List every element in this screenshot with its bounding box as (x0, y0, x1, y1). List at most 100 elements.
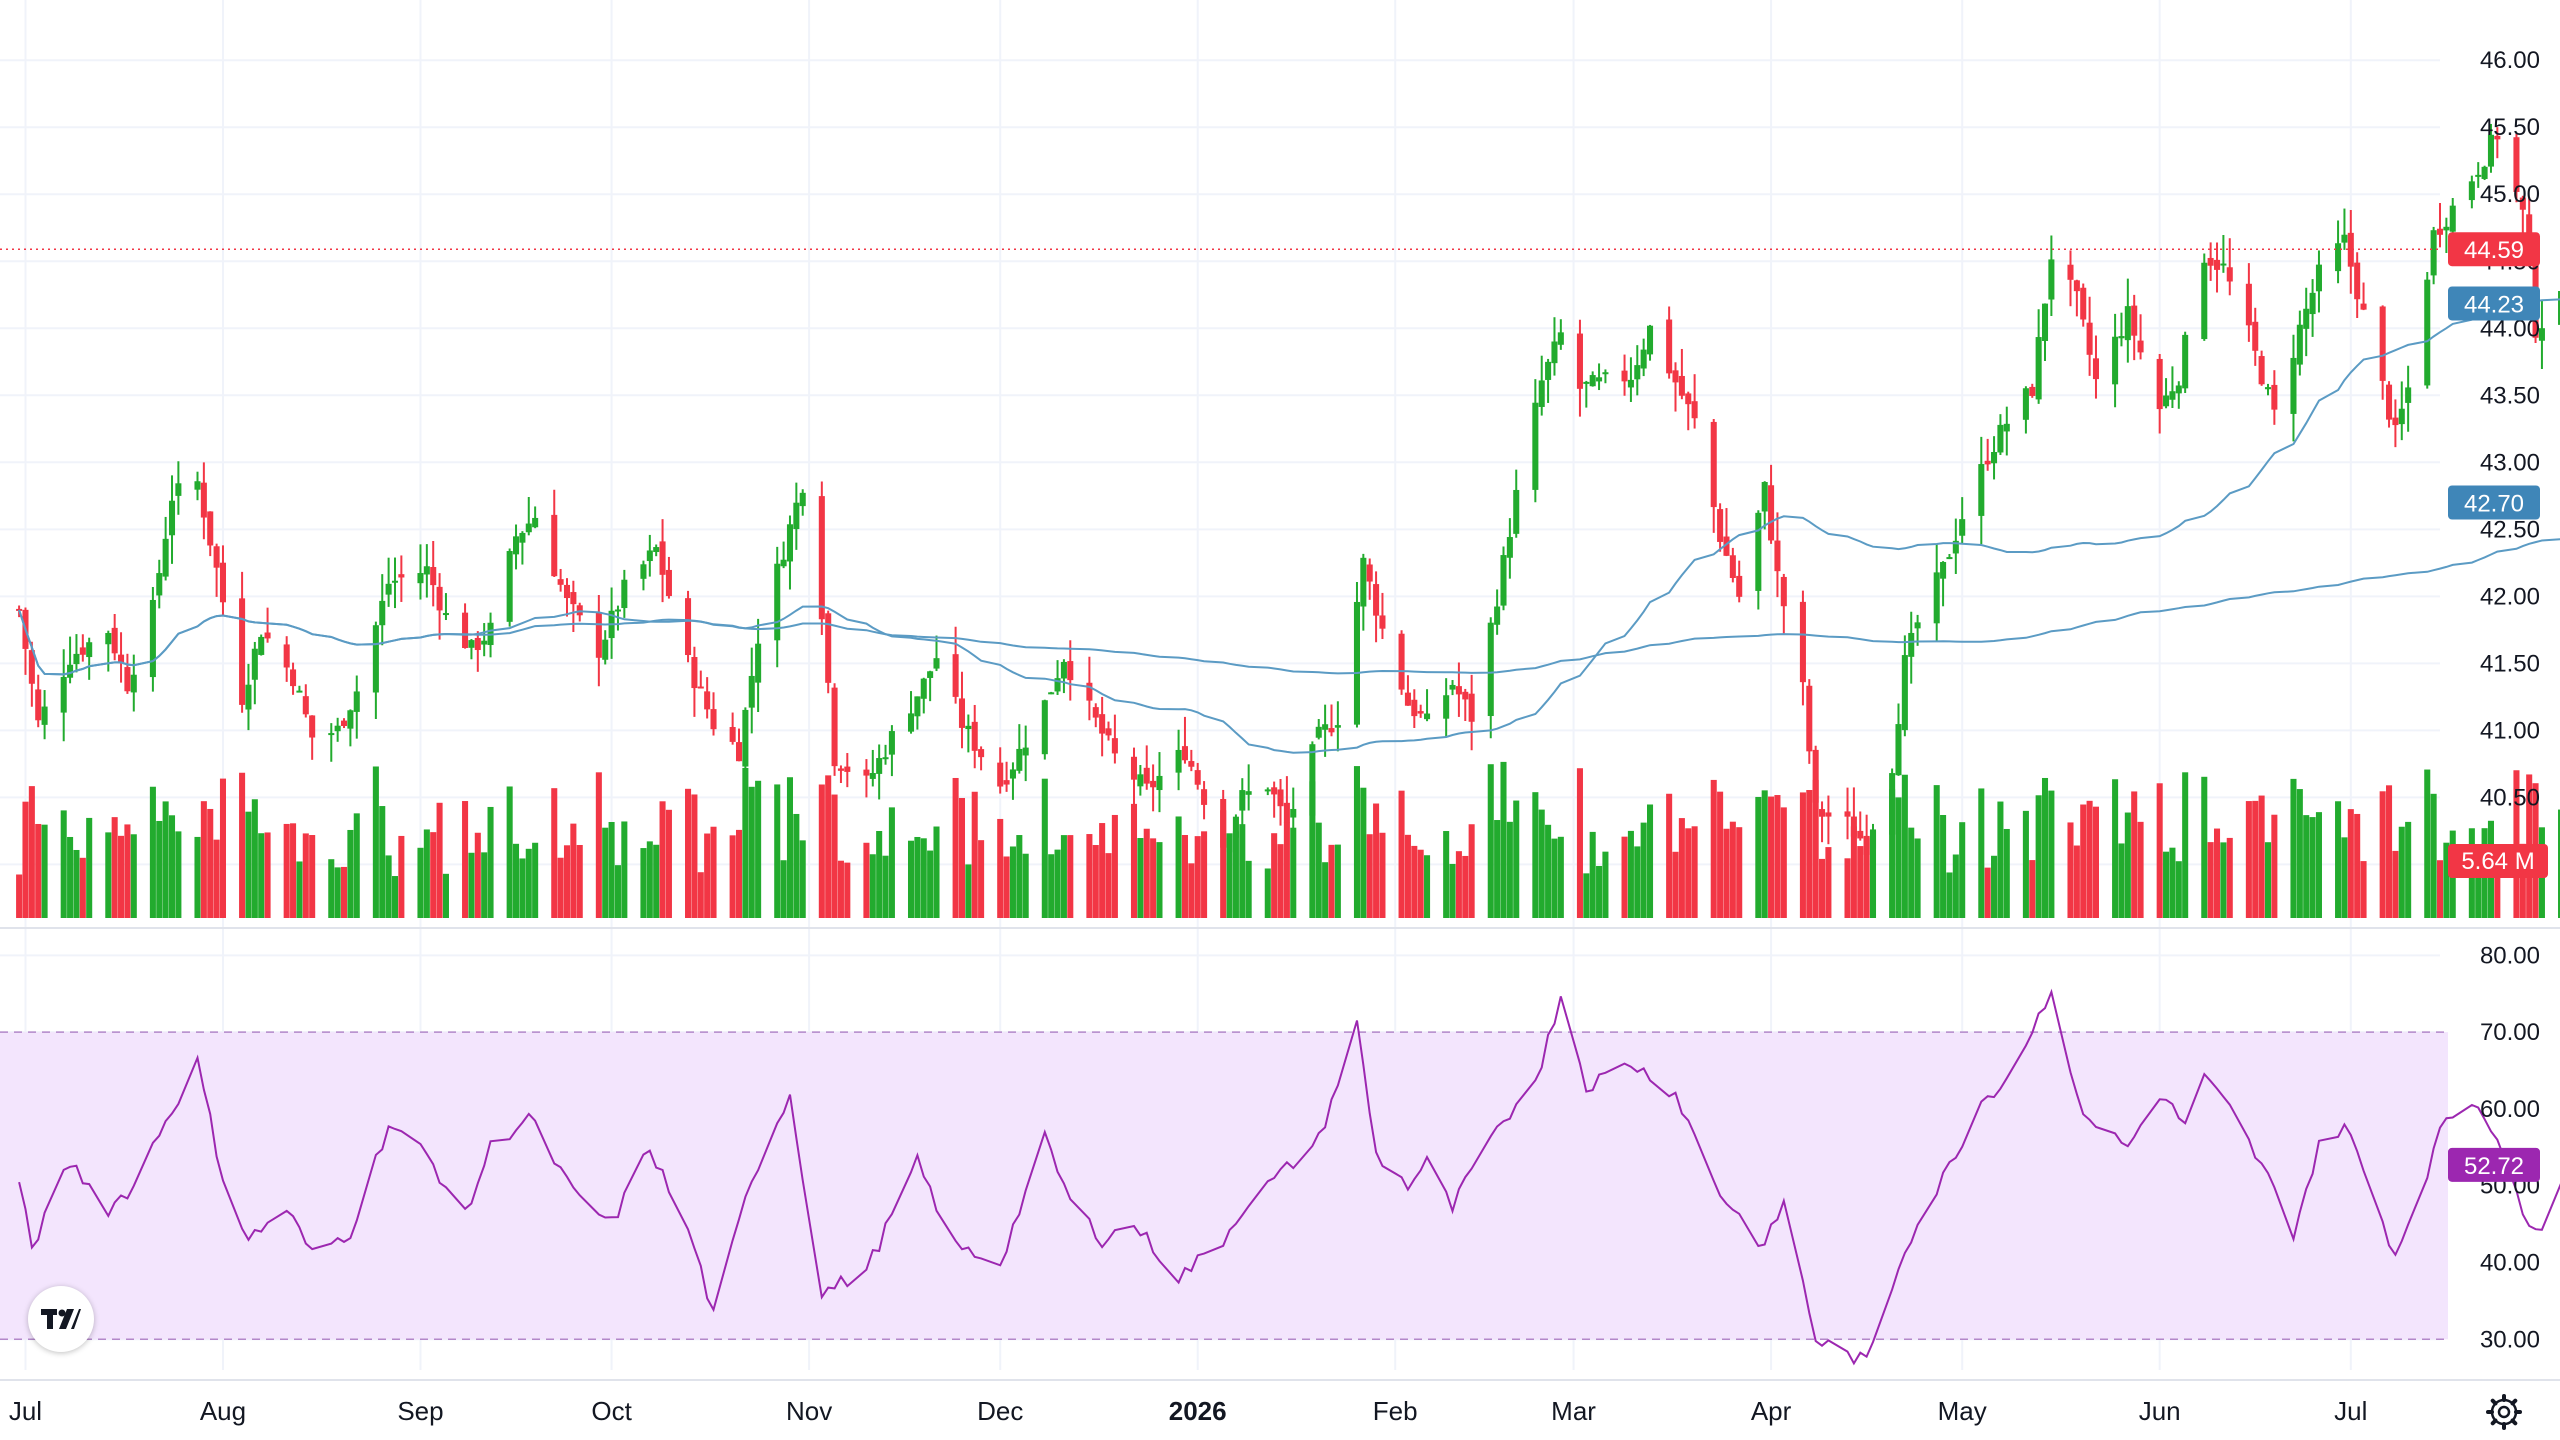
candle[interactable] (1780, 573, 1787, 634)
candle[interactable] (28, 641, 35, 707)
candle[interactable] (685, 590, 692, 663)
candle[interactable] (1857, 811, 1864, 841)
candle[interactable] (436, 573, 443, 640)
candle[interactable] (1150, 764, 1157, 812)
candle[interactable] (755, 618, 762, 712)
candle[interactable] (245, 663, 252, 731)
candle[interactable] (831, 683, 838, 776)
candle[interactable] (1666, 306, 1673, 379)
candle[interactable] (2315, 250, 2322, 313)
candle[interactable] (251, 641, 258, 705)
candle[interactable] (1551, 317, 1558, 376)
candle[interactable] (2303, 287, 2310, 357)
candle[interactable] (1806, 679, 1813, 764)
candle[interactable] (2041, 303, 2049, 362)
candle[interactable] (2163, 378, 2170, 409)
candle[interactable] (1889, 768, 1896, 850)
candle[interactable] (417, 544, 424, 600)
tradingview-logo-icon[interactable] (28, 1286, 94, 1352)
candle[interactable] (118, 632, 125, 683)
candle[interactable] (1443, 678, 1450, 738)
candle[interactable] (1086, 656, 1093, 721)
candle[interactable] (296, 685, 303, 693)
candle[interactable] (1353, 582, 1360, 728)
candle[interactable] (697, 670, 704, 689)
candle[interactable] (194, 471, 201, 501)
candle[interactable] (149, 587, 156, 692)
candle[interactable] (1946, 553, 1953, 560)
candle[interactable] (1825, 795, 1832, 845)
candle[interactable] (1940, 561, 1947, 607)
candle[interactable] (882, 744, 889, 765)
candle[interactable] (869, 749, 876, 787)
time-axis[interactable]: Jul Aug Sep Oct Nov Dec 2026 Feb Mar Apr May Jun Jul (9, 1396, 2368, 1426)
candle[interactable] (952, 626, 959, 704)
candle[interactable] (1220, 789, 1227, 853)
candle[interactable] (1506, 518, 1513, 579)
candle[interactable] (1997, 414, 2004, 455)
candle[interactable] (1532, 379, 1539, 503)
candle[interactable] (1290, 787, 1297, 839)
candle[interactable] (347, 709, 354, 747)
candle[interactable] (1576, 319, 1583, 417)
candle[interactable] (2379, 305, 2386, 400)
candle[interactable] (1334, 701, 1341, 752)
candle[interactable] (888, 725, 895, 777)
candle[interactable] (1812, 745, 1819, 825)
candle[interactable] (1277, 778, 1284, 826)
candle[interactable] (1723, 508, 1730, 557)
candle[interactable] (2335, 220, 2342, 284)
candle[interactable] (1130, 747, 1138, 807)
candle[interactable] (1175, 729, 1182, 791)
candle[interactable] (1283, 776, 1290, 844)
candle[interactable] (1239, 778, 1246, 826)
candle[interactable] (200, 462, 207, 540)
candle[interactable] (704, 677, 711, 719)
candle[interactable] (73, 634, 80, 673)
candle[interactable] (2245, 263, 2252, 342)
candle[interactable] (41, 690, 48, 740)
candle[interactable] (1761, 481, 1768, 530)
candle[interactable] (111, 613, 118, 661)
candle[interactable] (398, 555, 405, 602)
candle[interactable] (1774, 512, 1781, 598)
candle[interactable] (1500, 546, 1507, 611)
candle[interactable] (659, 519, 666, 603)
candle[interactable] (563, 578, 571, 617)
candle[interactable] (1627, 357, 1634, 402)
candle[interactable] (1271, 781, 1278, 818)
candle[interactable] (1048, 691, 1055, 695)
candle[interactable] (1201, 781, 1208, 820)
candle[interactable] (729, 712, 736, 745)
candle[interactable] (219, 545, 227, 617)
candle[interactable] (1850, 787, 1857, 838)
candle[interactable] (837, 765, 844, 783)
candle[interactable] (1799, 590, 1806, 706)
candle[interactable] (1991, 436, 1998, 480)
candle[interactable] (264, 607, 271, 643)
candle[interactable] (2341, 208, 2348, 250)
candle[interactable] (1863, 814, 1870, 874)
candle[interactable] (1952, 518, 1959, 574)
candle[interactable] (914, 696, 921, 730)
candle[interactable] (1309, 741, 1316, 835)
candle[interactable] (506, 548, 513, 627)
candle[interactable] (927, 670, 934, 702)
candle[interactable] (2073, 279, 2080, 317)
candle[interactable] (1819, 801, 1826, 843)
candle[interactable] (525, 497, 532, 536)
candle[interactable] (239, 571, 246, 713)
candle[interactable] (2035, 309, 2042, 404)
candle[interactable] (799, 489, 806, 516)
candle[interactable] (1105, 721, 1112, 741)
candle[interactable] (1092, 703, 1099, 728)
candle[interactable] (735, 728, 743, 762)
candle[interactable] (1398, 630, 1405, 695)
candle[interactable] (1003, 761, 1010, 792)
candle[interactable] (1111, 714, 1118, 764)
candle[interactable] (907, 691, 915, 734)
candle[interactable] (1602, 369, 1609, 384)
candle[interactable] (1736, 560, 1743, 603)
candle[interactable] (175, 461, 182, 515)
candle[interactable] (595, 594, 602, 687)
